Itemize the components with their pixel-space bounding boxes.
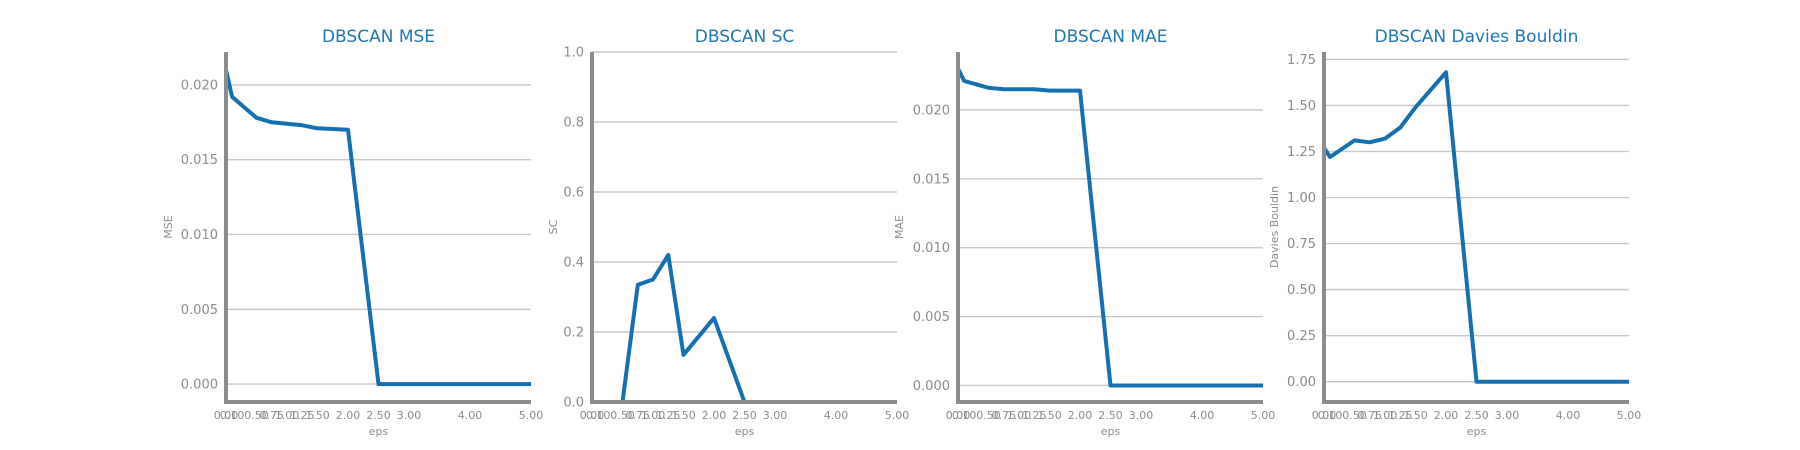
x-tick-label: 2.00: [702, 409, 727, 422]
y-tick-label: 1.00: [1287, 191, 1316, 206]
x-tick-label: 0.00: [1312, 409, 1337, 422]
x-tick-label: 0.00: [214, 409, 239, 422]
x-tick-label: 3.00: [763, 409, 788, 422]
series-line: [224, 69, 531, 387]
x-tick-label: 1.50: [305, 409, 330, 422]
y-tick-label: 1.50: [1287, 99, 1316, 114]
x-tick-label: 0.10: [586, 409, 611, 422]
x-tick-label: 2.00: [1434, 409, 1459, 422]
x-tick-label: 1.50: [1403, 409, 1428, 422]
x-tick-label: 1.50: [671, 409, 696, 422]
x-tick-label: 3.00: [1495, 409, 1520, 422]
y-tick-label: 0.00: [1287, 375, 1316, 390]
y-tick-label: 0.6: [563, 186, 584, 201]
x-tick-label: 0.75: [260, 409, 285, 422]
subplot-davies-bouldin: DBSCAN Davies Bouldin Davies Bouldin eps…: [1268, 27, 1641, 438]
x-tick-label: 2.00: [1068, 409, 1093, 422]
y-tick-label: 0.25: [1287, 329, 1316, 344]
x-tick-label: 3.00: [397, 409, 422, 422]
y-tick-label: 0.000: [913, 379, 950, 394]
x-tick-label: 0.00: [580, 409, 605, 422]
chart-title: DBSCAN SC: [695, 27, 795, 47]
y-tick-label: 0.010: [181, 228, 218, 243]
y-tick-label: 0.005: [913, 310, 950, 325]
y-tick-label: 0.50: [1287, 283, 1316, 298]
x-tick-label: 5.00: [885, 409, 910, 422]
x-tick-label: 4.00: [824, 409, 849, 422]
y-tick-label: 1.25: [1287, 145, 1316, 160]
y-tick-label: 0.8: [563, 116, 584, 131]
y-tick-label: 1.75: [1287, 53, 1316, 68]
x-tick-label: 1.25: [1022, 409, 1047, 422]
x-axis-label: eps: [735, 425, 755, 438]
x-tick-label: 2.50: [1098, 409, 1123, 422]
x-tick-label: 0.50: [610, 409, 635, 422]
y-axis-label: SC: [547, 219, 560, 234]
subplot-mae: DBSCAN MAE MAE eps 0.000 0.005 0.010 0.015 0…: [893, 27, 1275, 438]
x-tick-label: 0.50: [244, 409, 269, 422]
series-line: [1322, 70, 1629, 384]
y-tick-label: 0.010: [913, 241, 950, 256]
x-axis-label: eps: [369, 425, 389, 438]
series-line: [956, 67, 1263, 388]
x-tick-label: 2.00: [336, 409, 361, 422]
x-tick-label: 1.00: [1373, 409, 1398, 422]
x-axis-label: eps: [1467, 425, 1487, 438]
subplot-mse: DBSCAN MSE MSE eps 0.000 0.005 0.010 0.015 0…: [162, 27, 543, 438]
y-tick-label: 1.0: [563, 46, 584, 61]
x-tick-label: 4.00: [1190, 409, 1215, 422]
x-tick-label: 4.00: [1556, 409, 1581, 422]
x-tick-label: 0.50: [976, 409, 1001, 422]
x-tick-label: 0.10: [220, 409, 245, 422]
x-tick-label: 1.00: [641, 409, 666, 422]
y-tick-label: 0.015: [181, 153, 218, 168]
x-tick-label: 0.10: [1318, 409, 1343, 422]
y-tick-label: 0.020: [913, 103, 950, 118]
x-tick-label: 1.50: [1037, 409, 1062, 422]
x-axis-label: eps: [1101, 425, 1121, 438]
y-tick-label: 0.005: [181, 303, 218, 318]
y-axis-label: MAE: [893, 215, 906, 239]
x-tick-label: 1.25: [290, 409, 315, 422]
y-tick-label: 0.000: [181, 378, 218, 393]
x-tick-label: 0.75: [626, 409, 651, 422]
x-tick-label: 5.00: [1251, 409, 1276, 422]
y-tick-label: 0.4: [563, 256, 584, 271]
y-tick-label: 0.020: [181, 78, 218, 93]
y-tick-label: 0.0: [563, 396, 584, 411]
x-tick-label: 0.75: [1358, 409, 1383, 422]
x-tick-label: 0.50: [1342, 409, 1367, 422]
x-tick-label: 1.25: [1388, 409, 1413, 422]
x-tick-label: 0.00: [946, 409, 971, 422]
x-tick-label: 5.00: [519, 409, 544, 422]
x-tick-label: 5.00: [1617, 409, 1642, 422]
x-tick-label: 2.50: [732, 409, 757, 422]
x-tick-label: 2.50: [1464, 409, 1489, 422]
y-tick-label: 0.015: [913, 172, 950, 187]
x-tick-label: 0.75: [992, 409, 1017, 422]
subplot-sc: DBSCAN SC SC eps 0.00.20.40.60.81.00.000…: [547, 27, 909, 438]
x-tick-label: 2.50: [366, 409, 391, 422]
y-axis-label: MSE: [162, 215, 175, 238]
x-tick-label: 0.10: [952, 409, 977, 422]
x-tick-label: 1.00: [275, 409, 300, 422]
y-tick-label: 0.75: [1287, 237, 1316, 252]
x-tick-label: 1.00: [1007, 409, 1032, 422]
x-tick-label: 3.00: [1129, 409, 1154, 422]
chart-title: DBSCAN MSE: [322, 27, 435, 47]
chart-title: DBSCAN Davies Bouldin: [1375, 27, 1579, 47]
y-tick-label: 0.2: [563, 326, 584, 341]
x-tick-label: 1.25: [656, 409, 681, 422]
chart-title: DBSCAN MAE: [1054, 27, 1168, 47]
y-axis-label: Davies Bouldin: [1268, 186, 1281, 268]
x-tick-label: 4.00: [458, 409, 483, 422]
